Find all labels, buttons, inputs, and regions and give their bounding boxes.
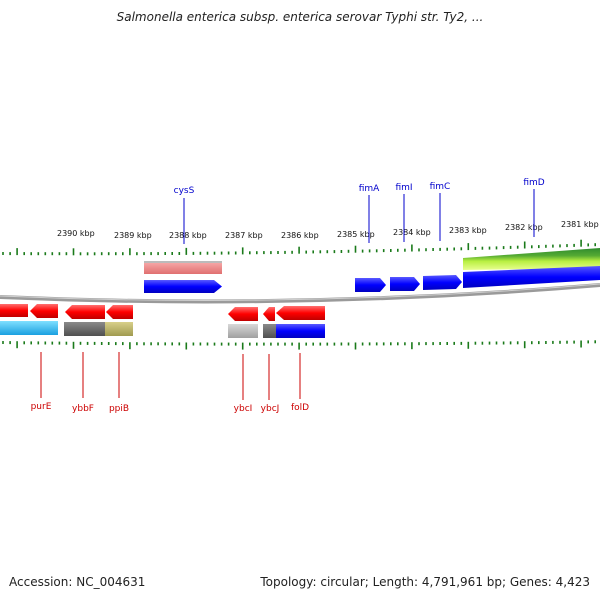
forward-strand-track bbox=[144, 248, 600, 293]
scale-label: 2381 kbp bbox=[561, 220, 599, 229]
scale-label: 2387 kbp bbox=[225, 231, 263, 240]
ybcI-annotation-block[interactable] bbox=[228, 324, 258, 338]
cysS-gene-arrow[interactable] bbox=[144, 280, 222, 293]
accession-label: Accession: NC_004631 bbox=[9, 575, 146, 589]
scale-label: 2384 kbp bbox=[393, 228, 431, 237]
ppiB-gene-arrow[interactable] bbox=[106, 305, 133, 319]
gene-arrow-left-edge[interactable] bbox=[0, 304, 28, 317]
fimD-gene-arrow[interactable] bbox=[463, 266, 600, 288]
cysS-annotation-bar bbox=[144, 261, 222, 264]
scale-label: 2386 kbp bbox=[281, 231, 319, 240]
folD-annotation-block[interactable] bbox=[276, 324, 325, 338]
forward-gene-leaders bbox=[183, 189, 535, 244]
scale-label: 2388 kbp bbox=[169, 231, 207, 240]
gene-label-ybcJ[interactable]: ybcJ bbox=[261, 404, 280, 414]
reverse-strand-track bbox=[0, 304, 325, 338]
fimD-annotation-block[interactable] bbox=[463, 248, 600, 270]
purE-annotation-block[interactable] bbox=[0, 321, 58, 335]
ybcJ-gene-arrow[interactable] bbox=[263, 307, 275, 321]
scale-ticks-bottom bbox=[2, 340, 597, 350]
fimC-gene-arrow[interactable] bbox=[423, 275, 462, 290]
purE-gene-arrow[interactable] bbox=[30, 304, 58, 318]
fimI-gene-arrow[interactable] bbox=[390, 277, 420, 291]
scale-label: 2383 kbp bbox=[449, 226, 487, 235]
genome-backbone-highlight bbox=[0, 283, 600, 301]
scale-label: 2389 kbp bbox=[114, 231, 152, 240]
genome-backbone bbox=[0, 283, 600, 304]
gene-label-fimA[interactable]: fimA bbox=[359, 184, 380, 194]
ppiB-annotation-block[interactable] bbox=[105, 322, 133, 336]
reverse-gene-leaders bbox=[40, 352, 301, 400]
ybbF-annotation-block[interactable] bbox=[64, 322, 105, 336]
ybcI-gene-arrow[interactable] bbox=[228, 307, 258, 321]
gene-label-fimI[interactable]: fimI bbox=[395, 183, 412, 193]
reverse-gene-labels: purE ybbF ppiB ybcI ybcJ folD bbox=[31, 402, 310, 414]
scale-label: 2382 kbp bbox=[505, 223, 543, 232]
gene-label-ybbF[interactable]: ybbF bbox=[72, 404, 94, 414]
ybcJ-annotation-block[interactable] bbox=[263, 324, 276, 338]
forward-gene-labels: cysS fimA fimI fimC fimD bbox=[174, 178, 545, 196]
gene-label-ybcI[interactable]: ybcI bbox=[234, 404, 253, 414]
gene-label-ppiB[interactable]: ppiB bbox=[109, 404, 129, 414]
gene-label-folD[interactable]: folD bbox=[291, 403, 309, 413]
gene-label-purE[interactable]: purE bbox=[31, 402, 52, 412]
genome-summary: Topology: circular; Length: 4,791,961 bp… bbox=[260, 575, 590, 589]
fimA-gene-arrow[interactable] bbox=[355, 278, 386, 292]
map-title: Salmonella enterica subsp. enterica sero… bbox=[116, 10, 484, 24]
scale-ticks-top bbox=[2, 239, 597, 256]
gene-label-fimD[interactable]: fimD bbox=[523, 178, 544, 188]
scale-label: 2385 kbp bbox=[337, 230, 375, 239]
scale-label: 2390 kbp bbox=[57, 229, 95, 238]
scale-labels: 2390 kbp 2389 kbp 2388 kbp 2387 kbp 2386… bbox=[57, 220, 599, 240]
gene-label-fimC[interactable]: fimC bbox=[430, 182, 451, 192]
gene-label-cysS[interactable]: cysS bbox=[174, 186, 195, 196]
cysS-annotation-block[interactable] bbox=[144, 263, 222, 274]
ybbF-gene-arrow[interactable] bbox=[65, 305, 105, 319]
folD-gene-arrow[interactable] bbox=[276, 306, 325, 320]
